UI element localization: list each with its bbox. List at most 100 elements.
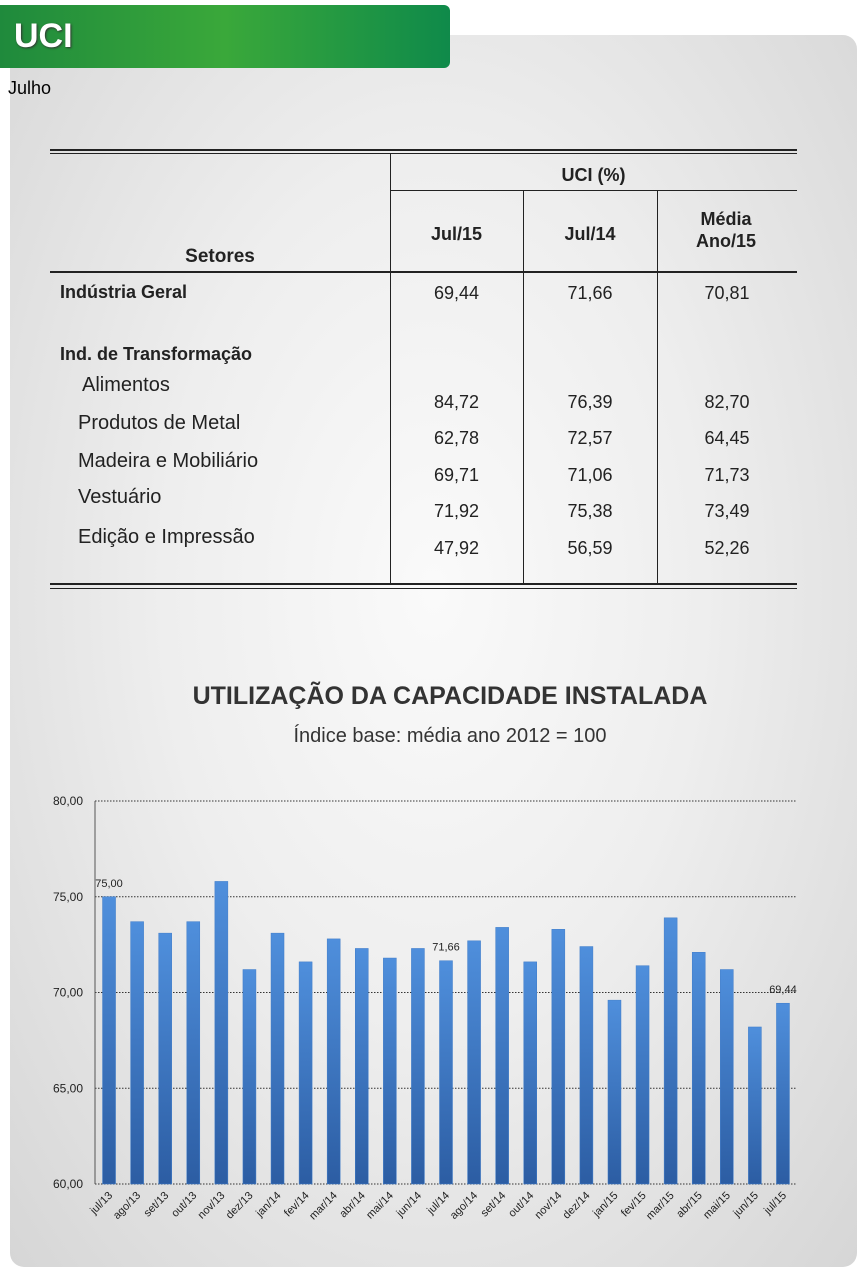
chart-subtitle: Índice base: média ano 2012 = 100 <box>293 724 606 747</box>
x-tick-label: jun/14 <box>394 1190 424 1220</box>
rule <box>390 190 797 191</box>
bar <box>439 960 453 1185</box>
x-tick-label: jan/15 <box>590 1190 620 1220</box>
y-tick-label: 60,00 <box>53 1177 83 1191</box>
row-label: Indústria Geral <box>60 282 188 302</box>
row-label: Madeira e Mobiliário <box>78 450 259 472</box>
cell: 71,92 <box>433 501 480 521</box>
x-tick-label: nov/13 <box>196 1190 228 1222</box>
bar <box>523 961 537 1185</box>
bar <box>383 957 397 1185</box>
cell: 75,38 <box>567 501 613 521</box>
bar <box>663 917 678 1185</box>
data-label: 71,66 <box>432 942 460 954</box>
col-rule <box>390 153 391 583</box>
x-tick-label: abr/14 <box>337 1190 368 1221</box>
bar <box>298 961 313 1185</box>
x-tick-label: ago/14 <box>448 1190 480 1222</box>
cell: 69,71 <box>433 465 480 485</box>
bar <box>102 896 116 1185</box>
col-header: Média Ano/15 <box>695 209 756 251</box>
cell: 71,66 <box>567 283 613 303</box>
cell: 56,59 <box>567 538 613 558</box>
col-header: Jul/14 <box>564 224 616 244</box>
data-label: 69,44 <box>769 984 797 996</box>
rule <box>50 271 797 273</box>
y-tick-label: 75,00 <box>53 890 83 904</box>
bar <box>355 948 369 1185</box>
col-header: Jul/15 <box>430 224 483 244</box>
bar <box>158 932 172 1185</box>
data-label: 75,00 <box>95 878 123 890</box>
chart-title: UTILIZAÇÃO DA CAPACIDADE INSTALADA <box>193 680 708 710</box>
bar <box>270 932 285 1185</box>
cell: 62,78 <box>433 428 480 448</box>
bar <box>326 938 341 1185</box>
rule <box>50 583 797 585</box>
x-tick-label: nov/14 <box>533 1190 565 1222</box>
bar <box>495 927 509 1185</box>
col-rule <box>657 190 658 583</box>
x-tick-label: out/14 <box>506 1190 536 1220</box>
bar <box>579 946 594 1185</box>
y-tick-label: 80,00 <box>53 794 83 808</box>
cell: 73,49 <box>704 501 750 521</box>
x-tick-label: mai/14 <box>364 1190 396 1222</box>
x-tick-label: set/14 <box>479 1190 509 1220</box>
x-tick-label: jan/14 <box>253 1190 283 1220</box>
bar <box>411 948 425 1185</box>
rule <box>50 588 797 589</box>
bar <box>607 999 622 1185</box>
x-tick-label: ago/13 <box>111 1190 143 1222</box>
cell: 82,70 <box>704 392 750 412</box>
x-tick-label: mai/15 <box>701 1190 733 1222</box>
x-tick-label: dez/14 <box>561 1190 593 1222</box>
cell: 70,81 <box>704 283 750 303</box>
x-tick-label: set/13 <box>142 1190 172 1220</box>
y-tick-label: 70,00 <box>53 986 83 1000</box>
header-tab: UCI <box>0 5 450 68</box>
x-tick-label: mar/14 <box>307 1190 340 1223</box>
bar <box>186 921 201 1185</box>
header-title: UCI <box>14 17 73 55</box>
header-subtitle: Julho <box>8 78 52 98</box>
x-tick-label: jul/15 <box>761 1190 789 1218</box>
x-tick-label: out/13 <box>169 1190 199 1220</box>
row-label: Edição e Impressão <box>78 526 255 548</box>
bar <box>691 952 706 1185</box>
x-tick-label: dez/13 <box>224 1190 256 1222</box>
rule <box>50 149 797 151</box>
y-tick-label: 65,00 <box>53 1081 83 1095</box>
cell: 71,06 <box>567 465 613 485</box>
cell: 69,44 <box>433 283 480 303</box>
bar <box>242 969 257 1185</box>
row-label: Alimentos <box>82 374 170 396</box>
group-header: UCI (%) <box>561 165 626 185</box>
x-tick-label: abr/15 <box>674 1190 705 1221</box>
bar <box>720 969 734 1185</box>
cell: 47,92 <box>433 538 480 558</box>
bar <box>748 1026 762 1185</box>
row-label: Vestuário <box>78 486 162 508</box>
cell: 76,39 <box>567 392 613 412</box>
col-rule <box>523 190 524 583</box>
panel <box>10 35 857 1267</box>
bar <box>551 929 566 1185</box>
bar <box>635 965 650 1185</box>
bar <box>467 940 481 1185</box>
bar <box>130 921 144 1185</box>
row-label: Ind. de Transformação <box>60 344 253 364</box>
cell: 52,26 <box>704 538 750 558</box>
row-label: Produtos de Metal <box>78 412 241 434</box>
rule <box>50 153 797 154</box>
bar <box>214 881 229 1185</box>
cell: 64,45 <box>704 428 750 448</box>
x-tick-label: mar/15 <box>644 1190 677 1223</box>
row-header: Setores <box>185 246 255 267</box>
bar <box>776 1002 790 1185</box>
cell: 71,73 <box>704 465 750 485</box>
cell: 84,72 <box>433 392 480 412</box>
cell: 72,57 <box>567 428 613 448</box>
